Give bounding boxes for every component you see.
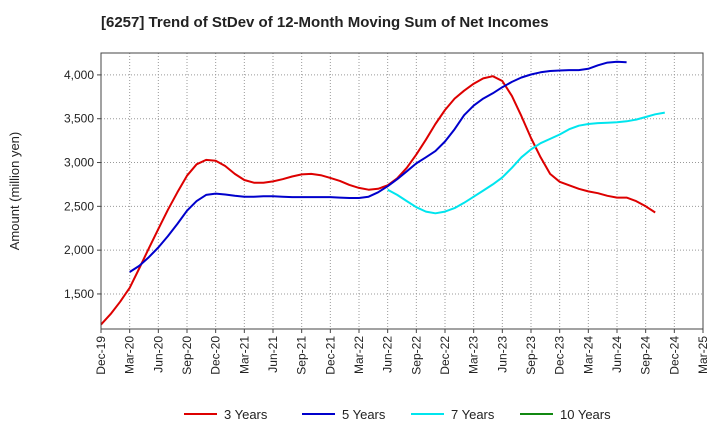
x-tick-label: Mar-24 — [581, 336, 595, 374]
x-tick-label: Sep-23 — [524, 336, 538, 375]
x-tick-label: Mar-21 — [237, 336, 251, 374]
plot-frame — [100, 52, 704, 330]
x-tick-label: Dec-20 — [209, 336, 223, 375]
series-line-3-years — [100, 75, 656, 326]
legend-label-3-years: 3 Years — [224, 407, 268, 422]
legend-label-10-years: 10 Years — [560, 407, 611, 422]
y-tick-label: 1,500 — [64, 287, 94, 301]
y-axis-title: Amount (million yen) — [7, 132, 22, 251]
y-tick-label: 4,000 — [64, 68, 94, 82]
grid-lines — [101, 53, 703, 329]
legend-label-7-years: 7 Years — [451, 407, 495, 422]
legend-label-5-years: 5 Years — [342, 407, 386, 422]
x-tick-label: Dec-23 — [553, 336, 567, 375]
x-tick-label: Sep-24 — [639, 336, 653, 375]
x-tick-label: Mar-23 — [467, 336, 481, 374]
x-tick-label: Jun-24 — [610, 336, 624, 373]
series-lines — [100, 60, 665, 326]
x-tick-label: Mar-25 — [696, 336, 710, 374]
plot-background — [101, 53, 703, 329]
x-tick-label: Mar-22 — [352, 336, 366, 374]
x-tick-label: Jun-20 — [151, 336, 165, 373]
series-line-5-years — [129, 60, 627, 273]
x-tick-label: Sep-20 — [180, 336, 194, 375]
y-tick-label: 3,500 — [64, 112, 94, 126]
x-tick-label: Dec-24 — [667, 336, 681, 375]
x-tick-label: Dec-22 — [438, 336, 452, 375]
legend: 3 Years 5 Years 7 Years 10 Years — [184, 407, 611, 422]
x-tick-label: Jun-21 — [266, 336, 280, 373]
y-tick-label: 2,500 — [64, 199, 94, 213]
x-tick-label: Dec-19 — [94, 336, 108, 375]
y-tick-label: 3,000 — [64, 156, 94, 170]
x-tick-label: Sep-22 — [409, 336, 423, 375]
y-tick-label: 2,000 — [64, 243, 94, 257]
x-tick-label: Mar-20 — [123, 336, 137, 374]
x-tick-label: Jun-22 — [381, 336, 395, 373]
chart-title: [6257] Trend of StDev of 12-Month Moving… — [101, 14, 549, 31]
x-tick-label: Sep-21 — [295, 336, 309, 375]
y-tick-labels: 1,500 2,000 2,500 3,000 3,500 4,000 — [64, 68, 101, 301]
x-tick-label: Dec-21 — [323, 336, 337, 375]
x-tick-label: Jun-23 — [495, 336, 509, 373]
series-line-7-years — [387, 111, 665, 215]
x-tick-labels: Dec-19 Mar-20 Jun-20 Sep-20 Dec-20 Mar-21 Jun-… — [94, 329, 710, 375]
